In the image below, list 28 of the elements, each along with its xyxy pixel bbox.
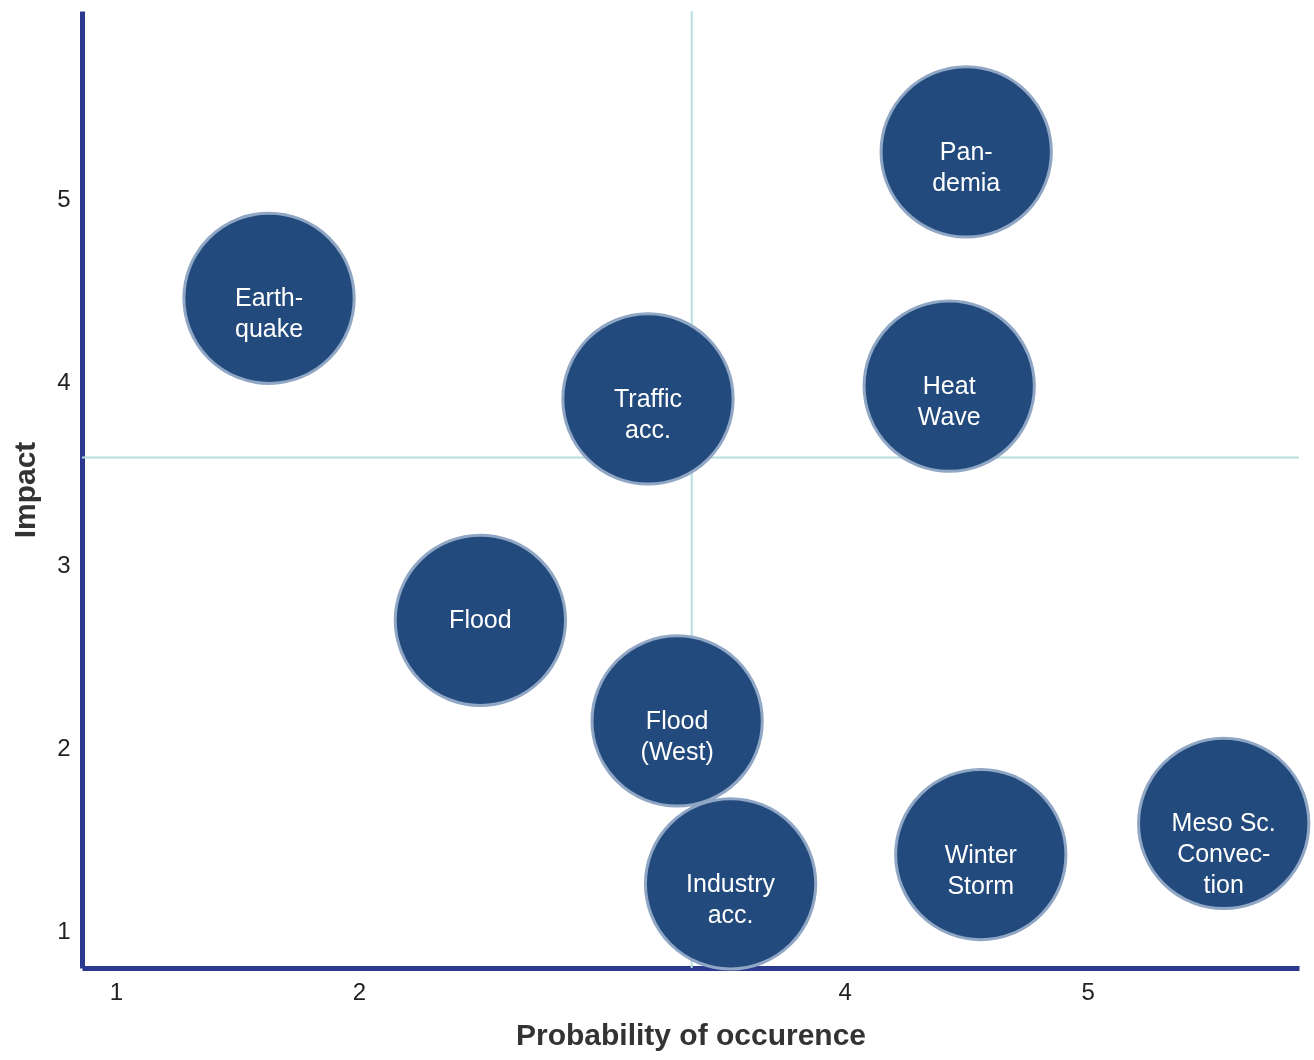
point xyxy=(561,312,735,486)
annotation: Traffic acc. xyxy=(613,383,683,443)
point xyxy=(182,211,356,385)
point xyxy=(393,533,568,707)
x-axis-title: Probability of occurence xyxy=(515,1017,867,1051)
annotation: Earth- quake xyxy=(234,283,304,343)
annotation: Industry acc. xyxy=(686,868,776,928)
x-tick-label: 1 xyxy=(109,977,124,1005)
y-tick-label: 1 xyxy=(57,916,71,944)
y-axis-title: Impact xyxy=(8,441,42,539)
y-tick-label: 4 xyxy=(57,367,71,395)
annotation: Flood (West) xyxy=(640,705,714,765)
point xyxy=(862,299,1036,473)
x-tick-label: 4 xyxy=(838,977,852,1005)
x-tick-label: 5 xyxy=(1081,977,1095,1005)
y-tick-label: 5 xyxy=(57,184,71,212)
y-tick-label: 3 xyxy=(57,550,71,578)
point xyxy=(643,797,818,971)
annotation: Winter Storm xyxy=(944,839,1017,899)
point xyxy=(879,65,1053,239)
x-tick-label: 2 xyxy=(352,977,367,1005)
annotation: Flood xyxy=(449,605,512,634)
annotation: Meso Sc. Convec- tion xyxy=(1171,808,1276,899)
y-tick-label: 2 xyxy=(57,733,71,761)
point xyxy=(894,768,1068,942)
annotation: Pan- demia xyxy=(932,136,1001,196)
point xyxy=(590,634,764,808)
annotation: Heat Wave xyxy=(917,371,981,431)
